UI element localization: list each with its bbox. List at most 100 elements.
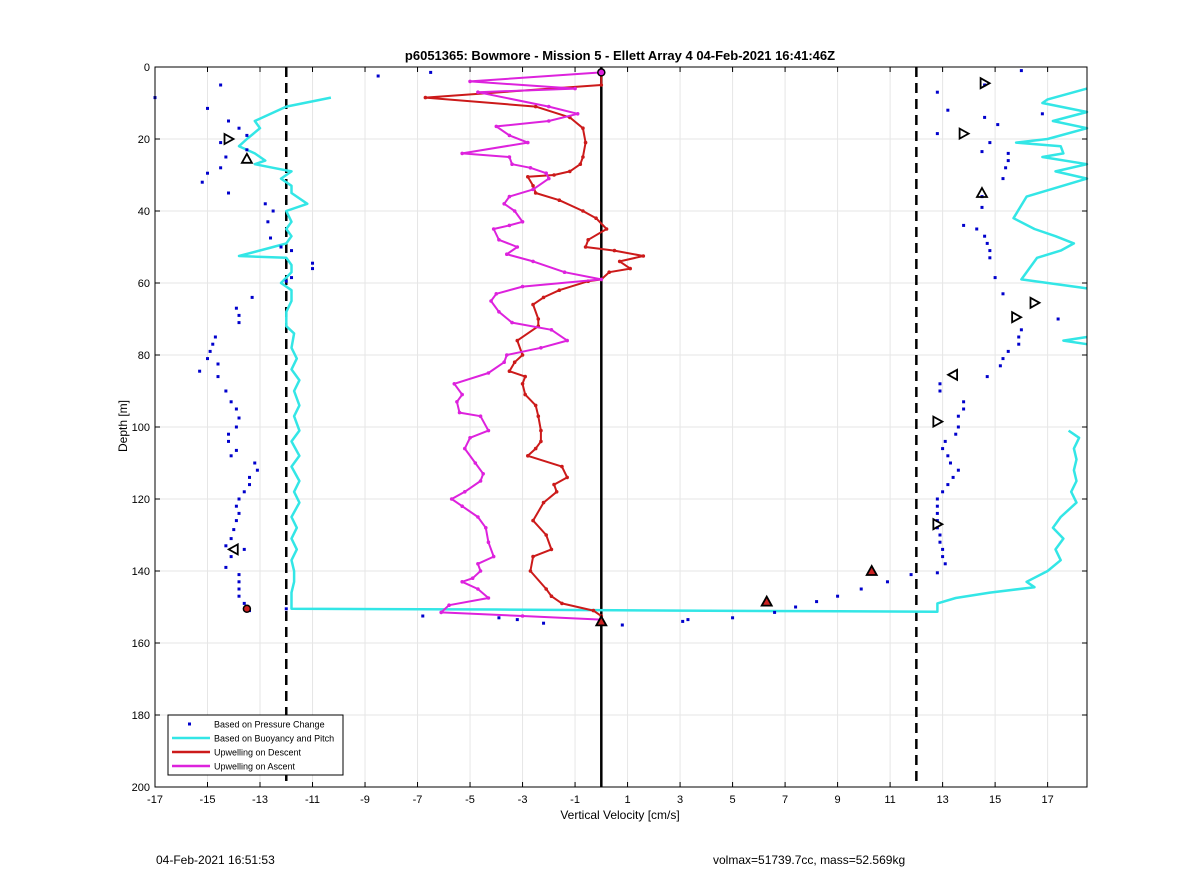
series-point xyxy=(583,140,588,145)
pressure-point xyxy=(946,454,950,458)
pressure-point xyxy=(909,573,913,577)
pressure-point xyxy=(237,511,241,515)
pressure-point xyxy=(200,180,204,184)
marker-triangle xyxy=(760,594,774,607)
series-point xyxy=(476,562,480,566)
pressure-point xyxy=(237,321,241,325)
x-tick-label: 13 xyxy=(936,794,948,806)
series-point xyxy=(423,95,428,100)
series-point xyxy=(489,299,493,303)
pressure-point xyxy=(271,209,275,213)
pressure-point xyxy=(941,555,945,559)
pressure-point xyxy=(1006,159,1010,163)
series-point xyxy=(520,220,525,224)
pressure-point xyxy=(938,382,942,386)
series-point xyxy=(491,554,496,559)
pressure-point xyxy=(941,490,945,494)
pressure-point xyxy=(234,504,238,508)
pressure-point xyxy=(248,483,252,487)
footer-volmax-mass: volmax=51739.7cc, mass=52.569kg xyxy=(713,853,906,867)
pressure-point xyxy=(681,619,685,623)
series-point xyxy=(486,428,491,433)
pressure-point xyxy=(250,295,254,299)
series-point xyxy=(515,338,520,343)
series-point xyxy=(573,86,577,91)
pressure-point xyxy=(935,497,939,501)
series-point xyxy=(586,238,590,242)
pressure-point xyxy=(234,306,238,310)
series-point xyxy=(533,104,538,109)
pressure-point xyxy=(279,245,283,249)
series-point xyxy=(476,587,480,591)
pressure-point xyxy=(620,623,624,627)
series-point xyxy=(617,259,622,264)
pressure-point xyxy=(988,249,992,253)
x-tick-label: -9 xyxy=(360,794,370,806)
pressure-point xyxy=(1001,292,1005,296)
series-point xyxy=(549,547,554,552)
pressure-point xyxy=(1001,357,1005,361)
series-point xyxy=(575,112,580,116)
series-point xyxy=(554,490,559,494)
series-point xyxy=(494,292,499,296)
series-point xyxy=(599,83,604,87)
series-point xyxy=(578,162,583,166)
x-tick-label: 15 xyxy=(989,794,1001,806)
series-point xyxy=(523,374,527,379)
pressure-point xyxy=(794,605,798,609)
series-point xyxy=(526,140,530,145)
pressure-point xyxy=(421,614,425,618)
pressure-point xyxy=(229,400,233,404)
pressure-point xyxy=(206,171,210,175)
series-point xyxy=(539,428,543,433)
marker-circle xyxy=(597,68,606,77)
pressure-point xyxy=(224,544,228,548)
pressure-point xyxy=(985,241,989,245)
series-point xyxy=(478,479,483,483)
series-point xyxy=(526,454,530,458)
pressure-point xyxy=(1004,166,1008,170)
pressure-point xyxy=(229,454,233,458)
pressure-point xyxy=(938,533,942,537)
marker-triangle xyxy=(958,127,971,141)
series-point xyxy=(531,518,535,523)
series-point xyxy=(544,533,548,537)
series-point xyxy=(507,194,512,199)
series-point xyxy=(439,610,443,615)
pressure-point xyxy=(885,580,889,584)
pressure-point xyxy=(941,547,945,551)
pressure-point xyxy=(213,335,217,339)
pressure-point xyxy=(227,439,231,443)
pressure-point xyxy=(227,432,231,436)
pressure-point xyxy=(1006,151,1010,155)
x-tick-label: -1 xyxy=(570,794,580,806)
series-point xyxy=(520,353,525,357)
marker-triangle xyxy=(1029,296,1042,310)
series-point xyxy=(497,310,501,314)
pressure-point xyxy=(208,349,212,353)
series-point xyxy=(581,155,585,159)
pressure-point xyxy=(269,236,273,240)
pressure-point xyxy=(237,587,241,591)
series-point xyxy=(460,504,464,509)
pressure-point xyxy=(219,83,223,87)
pressure-point xyxy=(237,313,241,317)
pressure-point xyxy=(290,276,294,280)
pressure-point xyxy=(211,342,215,346)
series-point xyxy=(462,446,467,451)
pressure-point xyxy=(859,587,863,591)
series-point xyxy=(541,295,546,300)
pressure-point xyxy=(935,511,939,515)
series-point xyxy=(486,596,491,600)
series-point xyxy=(504,353,509,357)
series-point xyxy=(497,238,501,242)
series-point xyxy=(549,328,554,332)
pressure-point xyxy=(938,389,942,393)
marker-triangle xyxy=(223,132,236,146)
legend-label: Based on Pressure Change xyxy=(214,720,325,730)
series-point xyxy=(594,216,598,220)
pressure-point xyxy=(938,540,942,544)
pressure-point xyxy=(206,357,210,361)
series-point xyxy=(455,400,459,404)
series-point xyxy=(502,360,506,365)
